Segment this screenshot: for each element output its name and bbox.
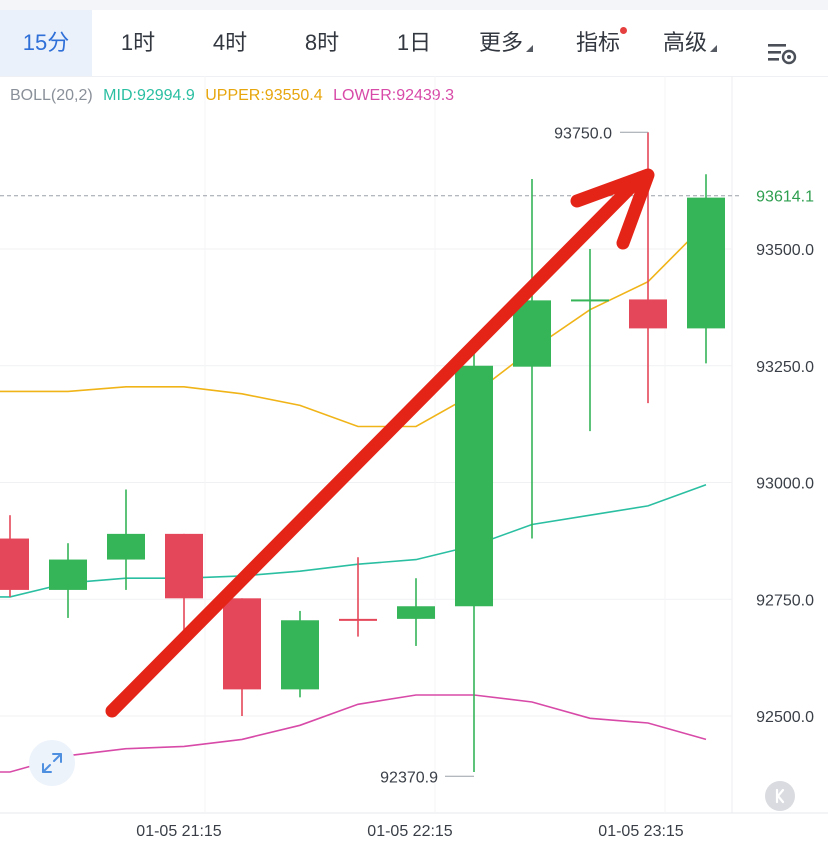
low-annotation-label: 92370.9 xyxy=(380,769,438,786)
legend-lower: LOWER:92439.3 xyxy=(333,87,455,104)
trend-arrow-head xyxy=(570,168,655,250)
tab-label: 4时 xyxy=(212,30,248,55)
timeframe-tab-bar: 15分 1时 4时 8时 1日 更多 指标 高级 xyxy=(0,10,828,77)
tab-label: 8时 xyxy=(304,30,340,55)
tab-15min[interactable]: 15分 xyxy=(0,10,92,76)
boll-legend: BOLL(20,2) MID:92994.9 UPPER:93550.4 LOW… xyxy=(10,87,460,105)
candle-body-down xyxy=(629,299,667,329)
notification-dot-icon xyxy=(620,27,627,34)
extreme-annotations: 93750.0 92370.9 xyxy=(380,125,648,786)
candle-body-up xyxy=(107,533,145,560)
expand-button[interactable] xyxy=(29,740,75,786)
candle-body-up xyxy=(397,606,435,619)
boll-upper-line xyxy=(0,222,707,428)
y-tick-label: 93250.0 xyxy=(756,359,814,376)
x-tick-label: 01-05 22:15 xyxy=(367,823,453,840)
candles xyxy=(0,132,725,773)
y-tick-label: 93500.0 xyxy=(756,242,814,259)
tab-indicators[interactable]: 指标 xyxy=(552,10,644,76)
k-line-button[interactable] xyxy=(765,781,795,811)
tab-4h[interactable]: 4时 xyxy=(184,10,276,76)
x-tick-label: 01-05 21:15 xyxy=(136,823,222,840)
tab-more[interactable]: 更多 xyxy=(460,10,552,76)
trend-arrow-shaft xyxy=(105,171,647,718)
expand-icon xyxy=(42,753,62,773)
tab-label: 指标 xyxy=(575,30,620,55)
current-price-label-bg xyxy=(740,182,826,209)
tab-label: 更多 xyxy=(478,30,523,55)
tab-advanced[interactable]: 高级 xyxy=(644,10,736,76)
tab-label: 15分 xyxy=(22,30,70,55)
trend-arrow xyxy=(105,168,655,718)
legend-upper: UPPER:93550.4 xyxy=(205,87,323,104)
y-axis-labels: 93500.0 93250.0 93000.0 92750.0 92500.0 93614… xyxy=(740,182,826,726)
candle-body-up xyxy=(49,559,87,590)
k-line-icon xyxy=(775,788,785,804)
x-tick-label: 01-05 23:15 xyxy=(598,823,684,840)
top-strip xyxy=(0,0,828,10)
tab-label: 1时 xyxy=(120,30,156,55)
boll-mid-line xyxy=(0,484,707,598)
boll-lower-line xyxy=(0,694,707,773)
chart-settings-icon[interactable] xyxy=(766,41,798,67)
candle-body-down xyxy=(165,533,203,599)
candle-body-down xyxy=(223,598,261,690)
tab-label: 高级 xyxy=(662,30,707,55)
y-tick-label: 93000.0 xyxy=(756,476,814,493)
candle-body-down xyxy=(339,618,377,621)
tab-8h[interactable]: 8时 xyxy=(276,10,368,76)
dropdown-caret-icon xyxy=(710,45,717,52)
candle-body-up xyxy=(281,620,319,690)
y-tick-label: 92750.0 xyxy=(756,592,814,609)
candle-body-up xyxy=(571,299,609,302)
tab-label: 1日 xyxy=(396,30,432,55)
x-axis-labels: 01-05 21:15 01-05 22:15 01-05 23:15 xyxy=(136,823,684,840)
boll-bands xyxy=(0,222,707,773)
current-price-label: 93614.1 xyxy=(756,189,814,206)
dropdown-caret-icon xyxy=(526,45,533,52)
high-annotation-label: 93750.0 xyxy=(554,125,612,142)
candle-body-up xyxy=(455,365,493,607)
candle-body-up xyxy=(513,300,551,367)
legend-mid: MID:92994.9 xyxy=(103,87,195,104)
candle-body-up xyxy=(687,197,725,329)
y-tick-label: 92500.0 xyxy=(756,709,814,726)
tab-1d[interactable]: 1日 xyxy=(368,10,460,76)
tab-1h[interactable]: 1时 xyxy=(92,10,184,76)
legend-indicator: BOLL(20,2) xyxy=(10,87,93,104)
candle-body-down xyxy=(0,538,29,590)
